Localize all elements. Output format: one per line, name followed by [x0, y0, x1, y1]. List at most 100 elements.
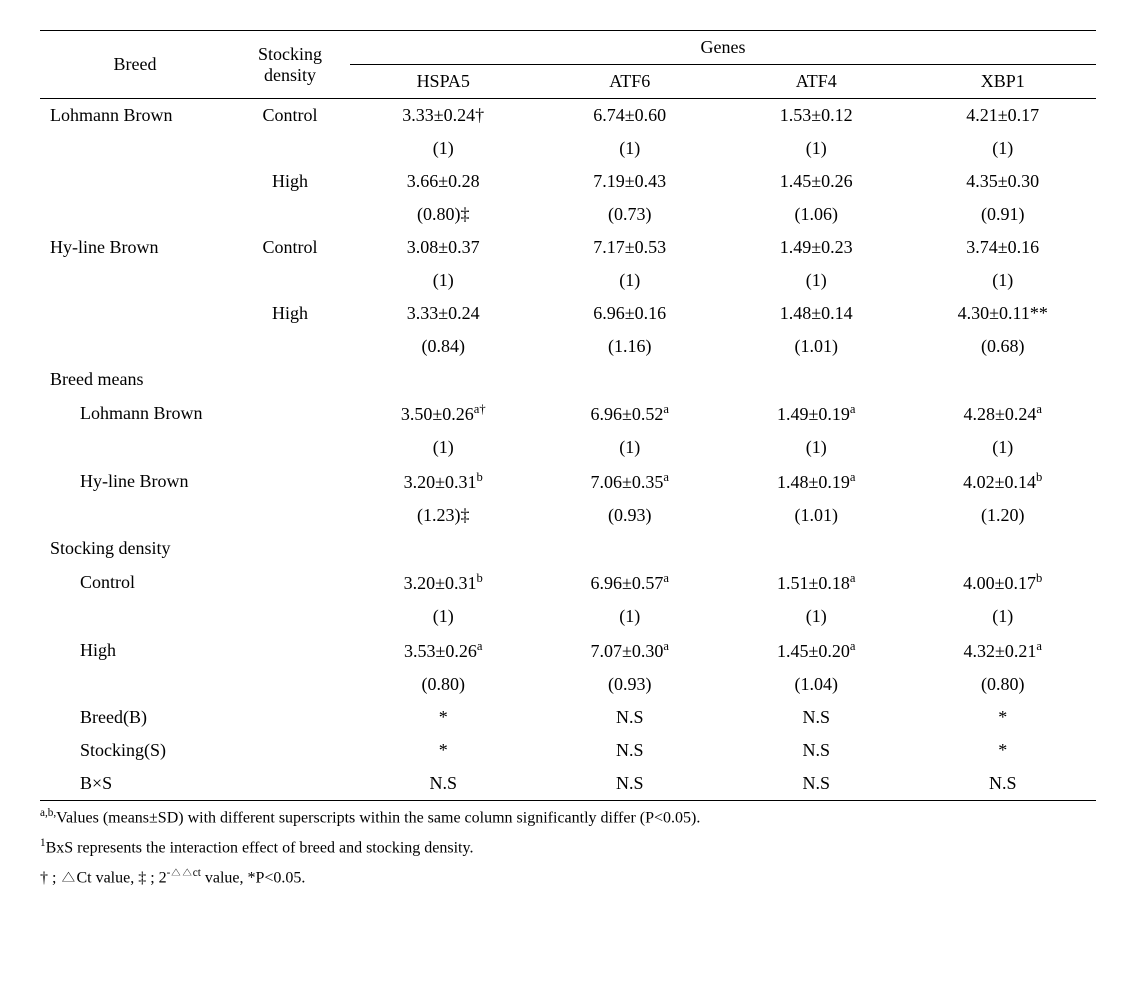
- table-cell: Stocking density: [40, 532, 1096, 565]
- table-cell: Breed(B): [40, 701, 350, 734]
- table-cell: *: [910, 734, 1097, 767]
- header-gene-1: ATF6: [537, 65, 724, 99]
- table-cell: Breed means: [40, 363, 1096, 396]
- table-cell: High: [40, 633, 350, 668]
- table-cell: [230, 330, 350, 363]
- table-cell: 3.08±0.37: [350, 231, 537, 264]
- table-cell: [230, 264, 350, 297]
- table-cell: (1): [350, 132, 537, 165]
- table-cell: (1.01): [723, 330, 910, 363]
- table-cell: (1): [910, 600, 1097, 633]
- table-cell: 1.49±0.19a: [723, 396, 910, 431]
- table-cell: (1): [723, 132, 910, 165]
- table-cell: 4.00±0.17b: [910, 565, 1097, 600]
- table-cell: *: [350, 734, 537, 767]
- table-cell: 6.96±0.16: [537, 297, 724, 330]
- table-cell: 7.07±0.30a: [537, 633, 724, 668]
- table-cell: (0.91): [910, 198, 1097, 231]
- table-cell: Control: [40, 565, 350, 600]
- table-row: B×SN.SN.SN.SN.S: [40, 767, 1096, 801]
- table-cell: 6.74±0.60: [537, 99, 724, 133]
- table-row: Hy-line BrownControl3.08±0.377.17±0.531.…: [40, 231, 1096, 264]
- table-cell: Hy-line Brown: [40, 464, 350, 499]
- table-row: Breed means: [40, 363, 1096, 396]
- table-cell: [40, 431, 350, 464]
- table-cell: (1.04): [723, 668, 910, 701]
- table-cell: 1.51±0.18a: [723, 565, 910, 600]
- table-cell: [230, 198, 350, 231]
- table-row: (1.23)‡(0.93)(1.01)(1.20): [40, 499, 1096, 532]
- table-row: (1)(1)(1)(1): [40, 431, 1096, 464]
- table-cell: Control: [230, 99, 350, 133]
- table-cell: 4.28±0.24a: [910, 396, 1097, 431]
- table-row: (1)(1)(1)(1): [40, 264, 1096, 297]
- footnote-1-sup: a,b,: [40, 807, 56, 819]
- table-cell: B×S: [40, 767, 350, 801]
- table-row: (0.80)‡(0.73)(1.06)(0.91): [40, 198, 1096, 231]
- table-cell: Lohmann Brown: [40, 396, 350, 431]
- table-cell: 3.33±0.24†: [350, 99, 537, 133]
- data-table: Breed Stocking density Genes HSPA5 ATF6 …: [40, 30, 1096, 801]
- table-cell: (1): [350, 264, 537, 297]
- table-cell: 3.20±0.31b: [350, 565, 537, 600]
- table-row: Stocking(S)*N.SN.S*: [40, 734, 1096, 767]
- table-cell: Hy-line Brown: [40, 231, 230, 264]
- footnote-1: a,b,Values (means±SD) with different sup…: [40, 805, 1096, 831]
- table-cell: 6.96±0.52a: [537, 396, 724, 431]
- table-cell: 1.48±0.14: [723, 297, 910, 330]
- table-cell: N.S: [537, 701, 724, 734]
- table-cell: 4.32±0.21a: [910, 633, 1097, 668]
- header-gene-2: ATF4: [723, 65, 910, 99]
- table-cell: [230, 132, 350, 165]
- table-cell: *: [350, 701, 537, 734]
- footnote-3: † ; △Ct value, ‡ ; 2-△△ct value, *P<0.05…: [40, 865, 1096, 891]
- table-cell: [40, 600, 350, 633]
- table-cell: 3.66±0.28: [350, 165, 537, 198]
- footnote-3-sup: -△△ct: [167, 867, 201, 879]
- table-row: (0.84)(1.16)(1.01)(0.68): [40, 330, 1096, 363]
- footnote-3-b: value, *P<0.05.: [201, 869, 306, 886]
- table-row: Control3.20±0.31b6.96±0.57a1.51±0.18a4.0…: [40, 565, 1096, 600]
- footnote-2-text: BxS represents the interaction effect of…: [46, 839, 474, 856]
- table-row: Stocking density: [40, 532, 1096, 565]
- table-cell: (1): [723, 264, 910, 297]
- table-row: Lohmann Brown3.50±0.26a†6.96±0.52a1.49±0…: [40, 396, 1096, 431]
- table-cell: (0.93): [537, 668, 724, 701]
- table-cell: (1): [537, 132, 724, 165]
- table-cell: N.S: [723, 701, 910, 734]
- table-cell: (1): [350, 431, 537, 464]
- table-cell: N.S: [537, 767, 724, 801]
- header-gene-0: HSPA5: [350, 65, 537, 99]
- table-cell: N.S: [537, 734, 724, 767]
- table-cell: (0.73): [537, 198, 724, 231]
- table-cell: (1.01): [723, 499, 910, 532]
- footnote-3-a: † ; △Ct value, ‡ ; 2: [40, 869, 167, 886]
- table-cell: [40, 198, 230, 231]
- table-cell: High: [230, 297, 350, 330]
- table-cell: (1.23)‡: [350, 499, 537, 532]
- table-cell: N.S: [350, 767, 537, 801]
- table-row: High3.66±0.287.19±0.431.45±0.264.35±0.30: [40, 165, 1096, 198]
- table-cell: 7.19±0.43: [537, 165, 724, 198]
- table-row: High3.33±0.246.96±0.161.48±0.144.30±0.11…: [40, 297, 1096, 330]
- table-cell: (1): [350, 600, 537, 633]
- table-cell: 4.21±0.17: [910, 99, 1097, 133]
- table-cell: *: [910, 701, 1097, 734]
- table-cell: 6.96±0.57a: [537, 565, 724, 600]
- table-cell: [40, 668, 350, 701]
- table-cell: Stocking(S): [40, 734, 350, 767]
- table-cell: (1): [910, 264, 1097, 297]
- table-cell: High: [230, 165, 350, 198]
- table-cell: [40, 165, 230, 198]
- header-genes: Genes: [350, 31, 1096, 65]
- table-cell: [40, 297, 230, 330]
- table-cell: [40, 499, 350, 532]
- table-cell: 7.06±0.35a: [537, 464, 724, 499]
- table-cell: 3.74±0.16: [910, 231, 1097, 264]
- table-cell: N.S: [723, 734, 910, 767]
- table-row: (1)(1)(1)(1): [40, 600, 1096, 633]
- table-cell: (0.93): [537, 499, 724, 532]
- table-cell: (1): [910, 431, 1097, 464]
- table-cell: 3.53±0.26a: [350, 633, 537, 668]
- table-cell: 1.45±0.26: [723, 165, 910, 198]
